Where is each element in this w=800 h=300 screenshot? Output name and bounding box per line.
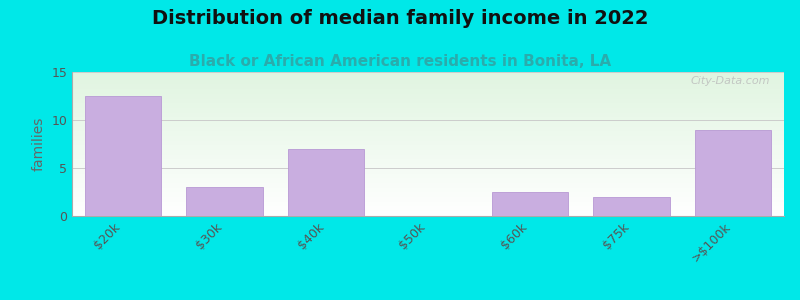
- Bar: [594, 197, 670, 216]
- Bar: [85, 96, 161, 216]
- Text: Distribution of median family income in 2022: Distribution of median family income in …: [152, 9, 648, 28]
- Bar: [491, 192, 568, 216]
- Y-axis label: families: families: [32, 117, 46, 171]
- Bar: [186, 187, 262, 216]
- Bar: [695, 130, 771, 216]
- Text: City-Data.com: City-Data.com: [690, 76, 770, 86]
- Bar: [288, 149, 365, 216]
- Text: Black or African American residents in Bonita, LA: Black or African American residents in B…: [189, 54, 611, 69]
